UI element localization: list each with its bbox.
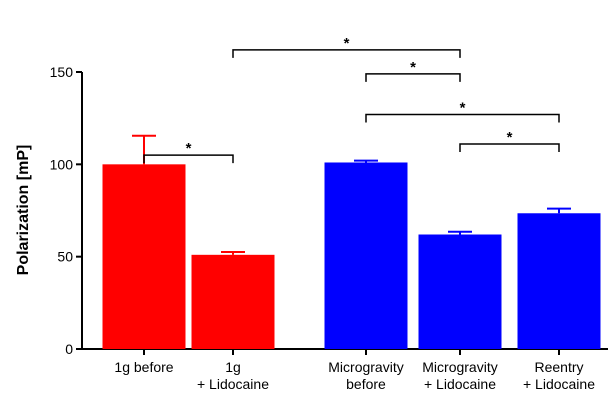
- bar: [324, 162, 408, 349]
- x-tick-label: Reentry: [534, 359, 583, 375]
- x-tick-label: Microgravity: [328, 359, 403, 375]
- x-tick-label: before: [346, 376, 386, 392]
- x-tick-label: + Lidocaine: [523, 376, 595, 392]
- significance-bracket: [143, 154, 234, 164]
- significance-star: *: [507, 129, 513, 146]
- bar: [517, 213, 601, 349]
- bar: [191, 254, 275, 349]
- significance-bracket: [365, 113, 560, 123]
- x-tick-label: 1g before: [114, 359, 173, 375]
- significance-star: *: [186, 140, 192, 157]
- y-tick-label: 50: [57, 249, 73, 265]
- y-axis-label: Polarization [mP]: [15, 145, 32, 276]
- y-tick-label: 150: [50, 64, 74, 80]
- bar: [418, 234, 502, 349]
- x-tick-label: + Lidocaine: [197, 376, 269, 392]
- significance-star: *: [344, 35, 350, 52]
- x-tick-label: + Lidocaine: [424, 376, 496, 392]
- significance-bracket: [459, 143, 560, 153]
- y-tick-label: 100: [50, 156, 74, 172]
- significance-bracket: [365, 73, 461, 82]
- bar: [102, 164, 186, 349]
- x-tick-label: 1g: [225, 359, 241, 375]
- y-tick-label: 0: [65, 341, 73, 357]
- significance-bracket: [232, 49, 461, 58]
- x-tick-label: Microgravity: [422, 359, 497, 375]
- significance-star: *: [410, 59, 416, 76]
- significance-star: *: [460, 99, 466, 116]
